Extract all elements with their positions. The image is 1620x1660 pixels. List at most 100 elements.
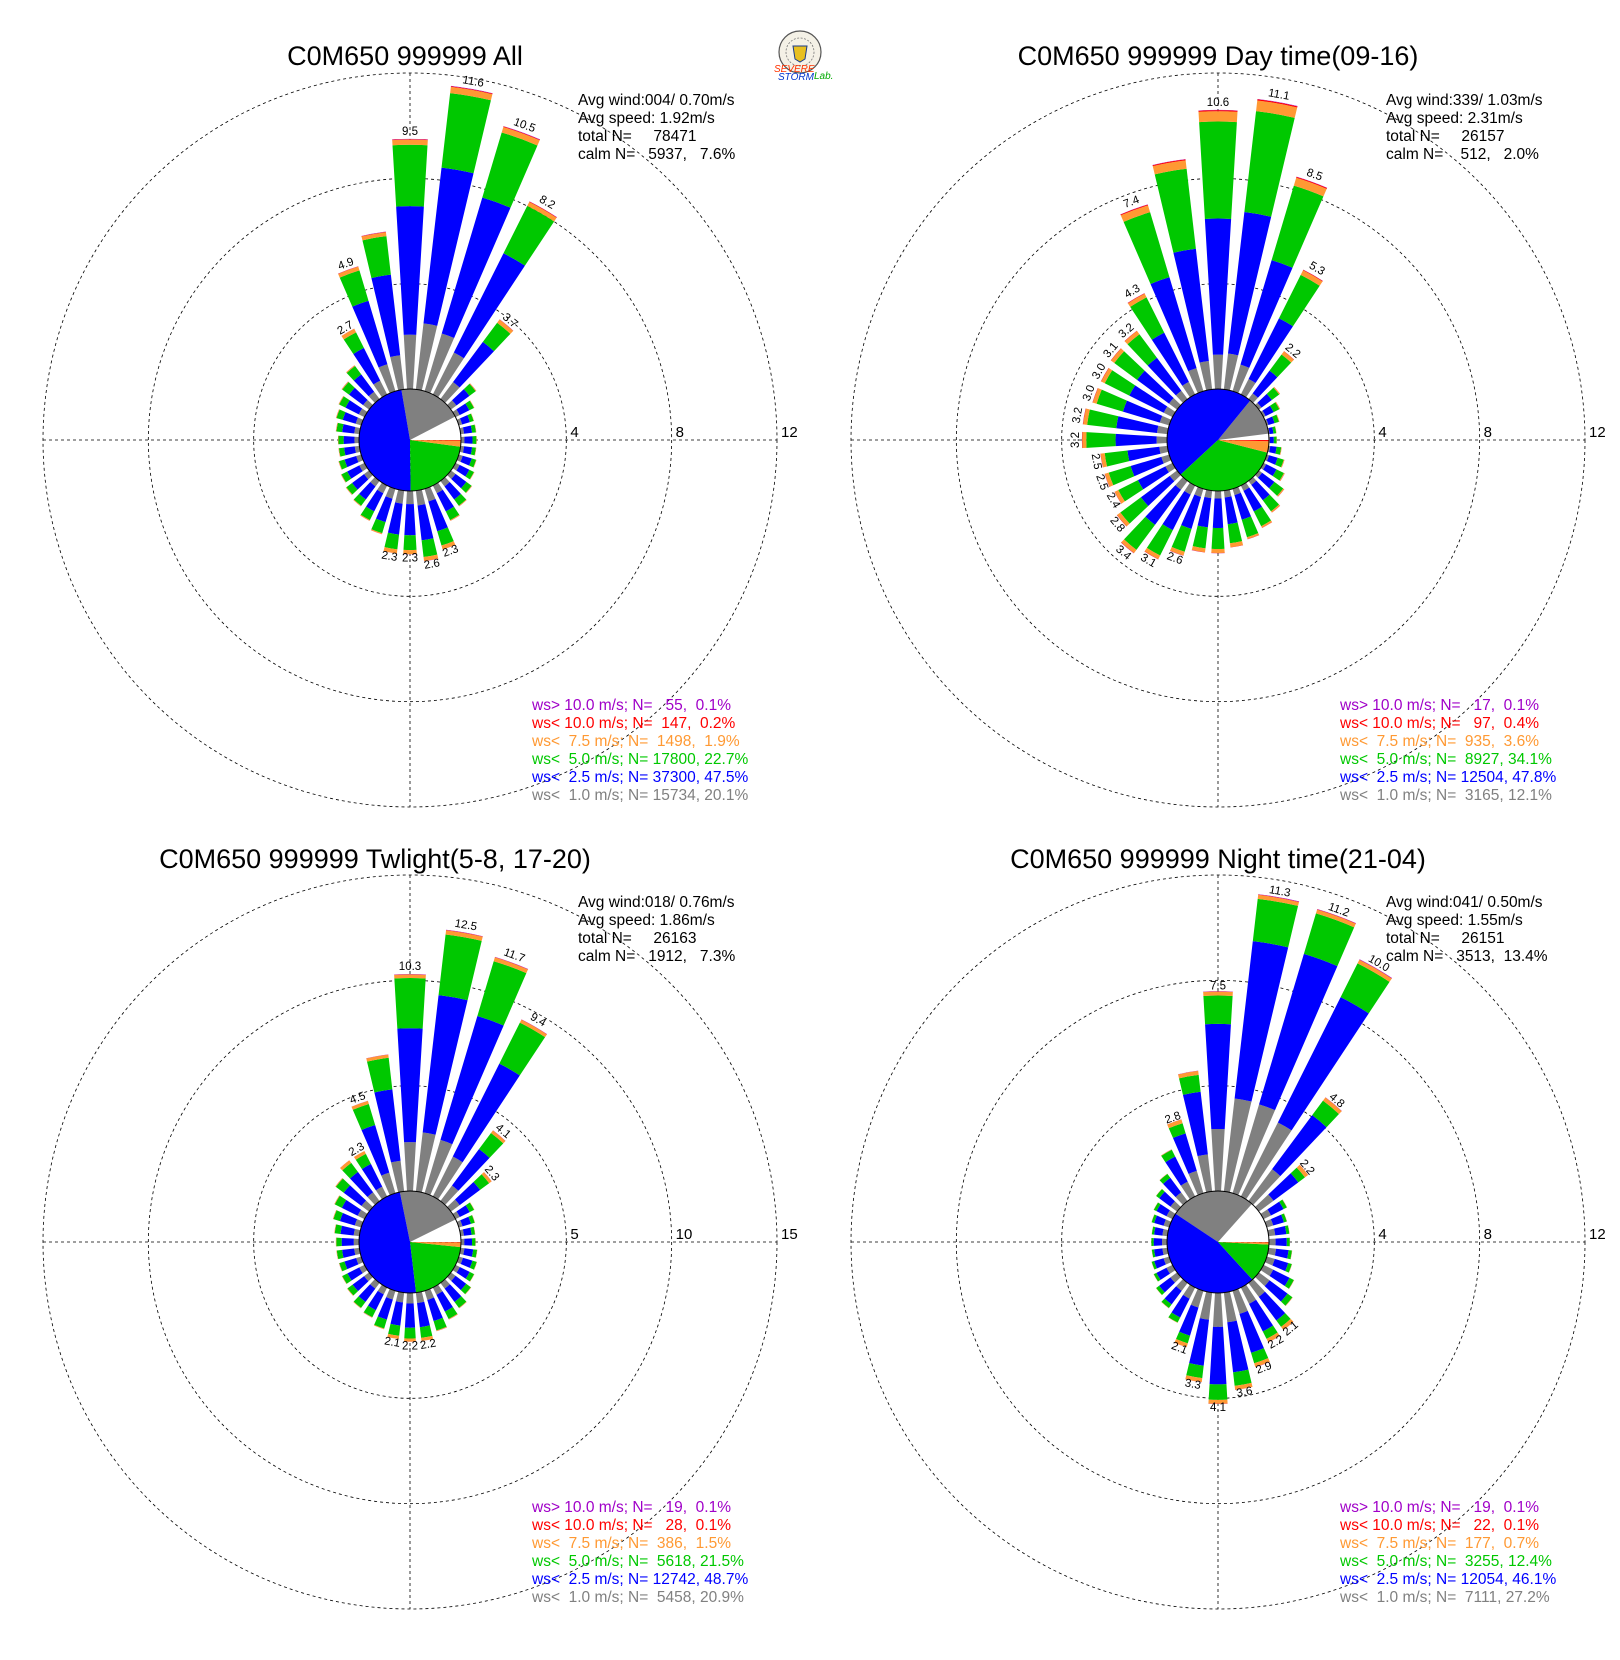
direction-bar-segment bbox=[1266, 1332, 1280, 1343]
direction-bar-segment bbox=[1232, 1288, 1248, 1314]
direction-bar-segment bbox=[458, 499, 467, 507]
stats-avg-speed: Avg speed: 1.86m/s bbox=[578, 912, 715, 929]
pie-slice bbox=[410, 1242, 461, 1248]
direction-bar-segment bbox=[1252, 898, 1299, 948]
legend-entry: ws> 10.0 m/s; N= 55, 0.1% bbox=[531, 697, 731, 714]
direction-bar-segment bbox=[1172, 1133, 1197, 1174]
direction-bar-segment bbox=[456, 403, 470, 416]
direction-bar-segment bbox=[446, 929, 483, 937]
range-ring bbox=[955, 979, 1481, 1505]
direction-bar-segment bbox=[334, 1195, 340, 1205]
bar-value-label: 2.2 bbox=[402, 1340, 418, 1352]
direction-bar-segment bbox=[1300, 270, 1323, 286]
direction-bar-segment bbox=[468, 1215, 475, 1224]
bar-value-label: 2.2 bbox=[419, 1337, 437, 1352]
direction-bar-segment bbox=[481, 1172, 492, 1184]
direction-bar-segment bbox=[334, 1195, 347, 1208]
direction-bar-segment bbox=[1277, 489, 1285, 497]
direction-bar-segment bbox=[1263, 464, 1277, 477]
direction-bar-segment bbox=[432, 352, 464, 398]
direction-bar-segment bbox=[424, 1288, 435, 1300]
direction-bar-segment bbox=[1269, 436, 1274, 444]
direction-bar-segment bbox=[1110, 348, 1122, 361]
direction-bar-segment bbox=[1194, 486, 1204, 497]
direction-bar-segment bbox=[503, 126, 541, 140]
direction-bar-segment bbox=[395, 489, 405, 504]
direction-bar-segment bbox=[473, 1261, 478, 1270]
direction-bar-segment bbox=[1152, 159, 1186, 166]
direction-bar-segment bbox=[1083, 408, 1090, 425]
direction-bar-segment bbox=[460, 1283, 471, 1295]
direction-bar-segment bbox=[361, 231, 386, 237]
direction-bar-segment bbox=[436, 1326, 447, 1332]
direction-bar-segment bbox=[463, 383, 476, 396]
direction-bar-segment bbox=[1162, 1229, 1169, 1237]
direction-bar-segment bbox=[1283, 1213, 1288, 1222]
direction-bar-segment bbox=[352, 1276, 369, 1292]
direction-bar-segment bbox=[1116, 416, 1159, 433]
direction-bar-segment bbox=[1082, 408, 1086, 425]
direction-bar-segment bbox=[424, 1139, 453, 1196]
direction-bar-segment bbox=[1288, 1264, 1293, 1273]
direction-bar-segment bbox=[450, 514, 460, 521]
direction-bar-segment bbox=[1100, 453, 1104, 468]
direction-bar-segment bbox=[1191, 549, 1206, 553]
direction-bar-segment bbox=[462, 1227, 472, 1236]
direction-bar-segment bbox=[1275, 401, 1281, 410]
direction-bar-segment bbox=[463, 1248, 474, 1257]
wind-rose-panel: C0M650 999999 Night time(21-04) 4 8 12 7.5 11… bbox=[850, 844, 1606, 1610]
direction-bar-segment bbox=[1153, 1202, 1161, 1212]
direction-bar-segment bbox=[341, 1275, 347, 1284]
direction-bar-segment bbox=[1151, 1261, 1155, 1270]
direction-bar-segment bbox=[1153, 1202, 1159, 1210]
direction-bar-segment bbox=[503, 126, 540, 141]
direction-bar-segment bbox=[1211, 527, 1225, 550]
pie-slice bbox=[1218, 440, 1269, 453]
direction-bar-segment bbox=[1209, 1326, 1227, 1385]
bar-value-label: 12.5 bbox=[454, 918, 478, 934]
pie-slice bbox=[410, 440, 461, 447]
direction-bar-segment bbox=[351, 1100, 369, 1110]
direction-bar-segment bbox=[1161, 1298, 1172, 1309]
direction-bar-segment bbox=[428, 498, 448, 532]
direction-bar-segment bbox=[370, 529, 383, 535]
direction-bar-segment bbox=[469, 1260, 477, 1270]
direction-bar-segment bbox=[1178, 1070, 1199, 1079]
direction-bar-segment bbox=[338, 447, 346, 457]
pie-slice bbox=[399, 1191, 456, 1242]
direction-bar-segment bbox=[1179, 1304, 1199, 1336]
direction-bar-segment bbox=[383, 547, 398, 554]
direction-bar-segment bbox=[1182, 1091, 1208, 1157]
direction-bar-segment bbox=[1156, 1267, 1170, 1280]
pie-slice bbox=[1175, 1190, 1252, 1242]
direction-bar-segment bbox=[1183, 1284, 1196, 1299]
direction-bar-segment bbox=[521, 1019, 548, 1035]
direction-bar-segment bbox=[479, 1132, 504, 1158]
direction-bar-segment bbox=[469, 472, 475, 480]
direction-bar-segment bbox=[392, 139, 428, 146]
direction-bar-segment bbox=[415, 489, 426, 506]
direction-bar-segment bbox=[1235, 1386, 1253, 1390]
direction-bar-segment bbox=[1115, 433, 1157, 447]
direction-bar-segment bbox=[1111, 348, 1125, 363]
direction-bar-segment bbox=[445, 506, 460, 521]
direction-bar-segment bbox=[1255, 402, 1262, 410]
direction-bar-segment bbox=[1280, 447, 1282, 455]
direction-bar-segment bbox=[335, 1237, 337, 1247]
direction-bar-segment bbox=[465, 1287, 472, 1295]
stats-avg-speed: Avg speed: 1.92m/s bbox=[578, 110, 715, 127]
direction-bar-segment bbox=[371, 518, 386, 534]
direction-bar-segment bbox=[1205, 1023, 1231, 1130]
direction-bar-segment bbox=[1170, 1201, 1181, 1212]
direction-bar-segment bbox=[390, 1301, 403, 1326]
stats-avg-wind: Avg wind:041/ 0.50m/s bbox=[1386, 894, 1543, 911]
direction-bar-segment bbox=[1223, 1291, 1237, 1323]
direction-bar-segment bbox=[442, 544, 456, 550]
direction-bar-segment bbox=[453, 253, 525, 359]
direction-bar-segment bbox=[1151, 332, 1189, 386]
legend-entry: ws< 7.5 m/s; N= 935, 3.6% bbox=[1339, 733, 1539, 750]
direction-bar-segment bbox=[1272, 414, 1279, 424]
direction-bar-segment bbox=[363, 1305, 376, 1318]
bar-value-label: 2.6 bbox=[1165, 550, 1184, 567]
stats-calm: calm N= 512, 2.0% bbox=[1386, 146, 1539, 163]
